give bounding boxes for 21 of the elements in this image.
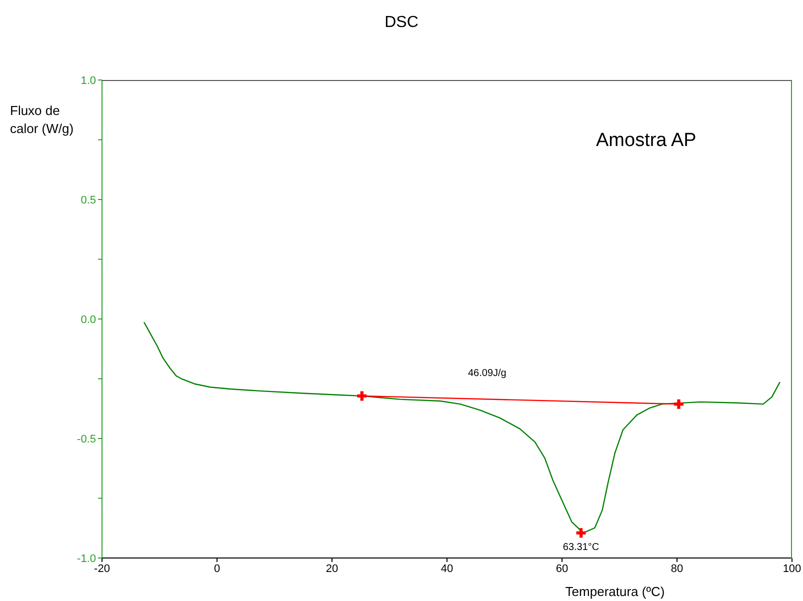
x-tick-label: 0: [214, 562, 220, 575]
x-tick-label: 60: [556, 562, 568, 575]
x-tick-label: 80: [670, 562, 684, 575]
y-tick-label: -1.0: [77, 552, 96, 565]
y-tick-label: 0.0: [80, 314, 96, 326]
x-tick-label: 20: [326, 562, 338, 575]
point: [357, 391, 367, 401]
x-tick-label: 100: [782, 562, 802, 575]
x-tick-label: 40: [440, 562, 454, 575]
y-axis-title: Fluxo de calor (W/g): [10, 102, 75, 138]
point: [576, 528, 586, 538]
annotation: Amostra AP: [596, 130, 696, 152]
y-tick-label: -0.5: [77, 433, 96, 446]
annotation: 46.09J/g: [468, 368, 506, 379]
x-axis-title: Temperatura (ºC): [564, 584, 666, 599]
chart-title: DSC: [384, 14, 420, 32]
x-tick-label: -20: [94, 562, 110, 575]
point: [674, 399, 684, 409]
y-tick-label: 0.5: [80, 194, 96, 206]
annotation: 63.31°C: [562, 542, 600, 554]
y-tick-label: 1.0: [80, 74, 96, 87]
